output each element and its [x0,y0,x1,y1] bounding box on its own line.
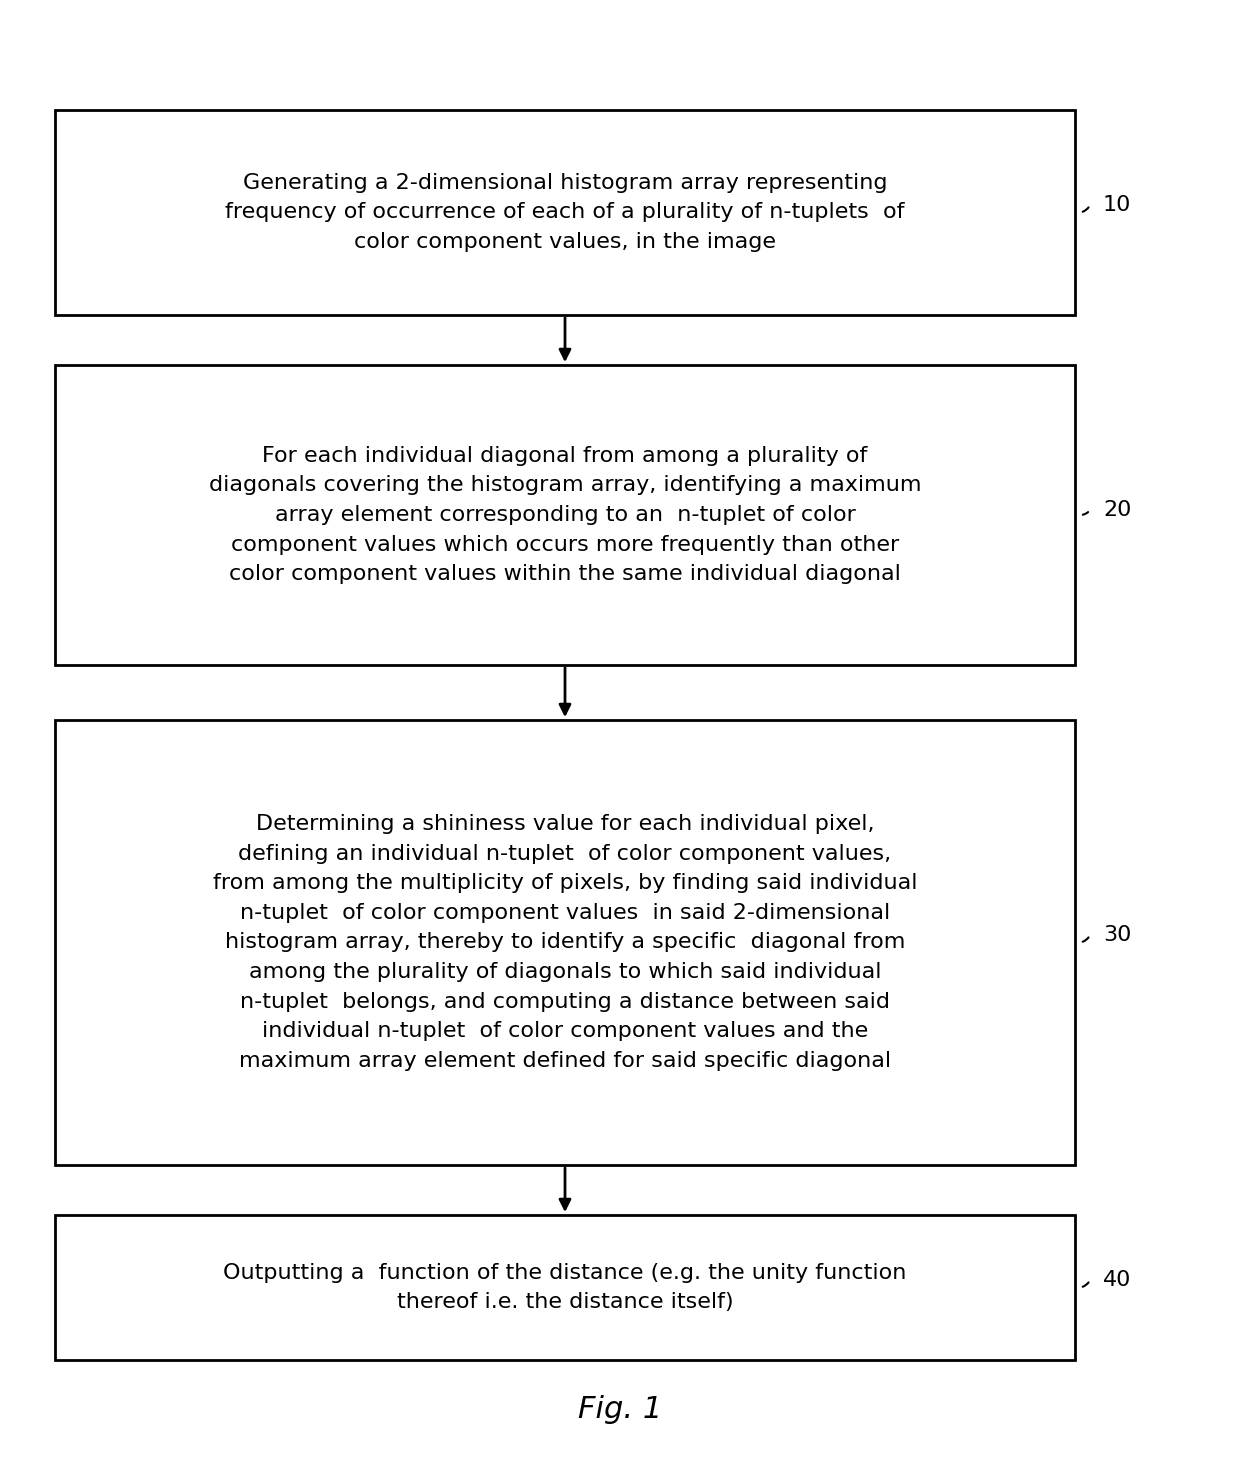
Text: Outputting a  function of the distance (e.g. the unity function
thereof i.e. the: Outputting a function of the distance (e… [223,1263,906,1313]
Text: Generating a 2-dimensional histogram array representing
frequency of occurrence : Generating a 2-dimensional histogram arr… [226,173,905,252]
Text: Fig. 1: Fig. 1 [578,1396,662,1424]
Text: 20: 20 [1104,500,1131,520]
Bar [55,365,1075,665]
Bar [55,1214,1075,1360]
Bar [55,719,1075,1165]
Text: 10: 10 [1104,195,1131,215]
Text: 40: 40 [1104,1270,1131,1291]
Text: 30: 30 [1104,924,1131,945]
Text: Determining a shininess value for each individual pixel,
defining an individual : Determining a shininess value for each i… [213,815,918,1071]
Bar [55,110,1075,315]
Text: For each individual diagonal from among a plurality of
diagonals covering the hi: For each individual diagonal from among … [208,445,921,585]
